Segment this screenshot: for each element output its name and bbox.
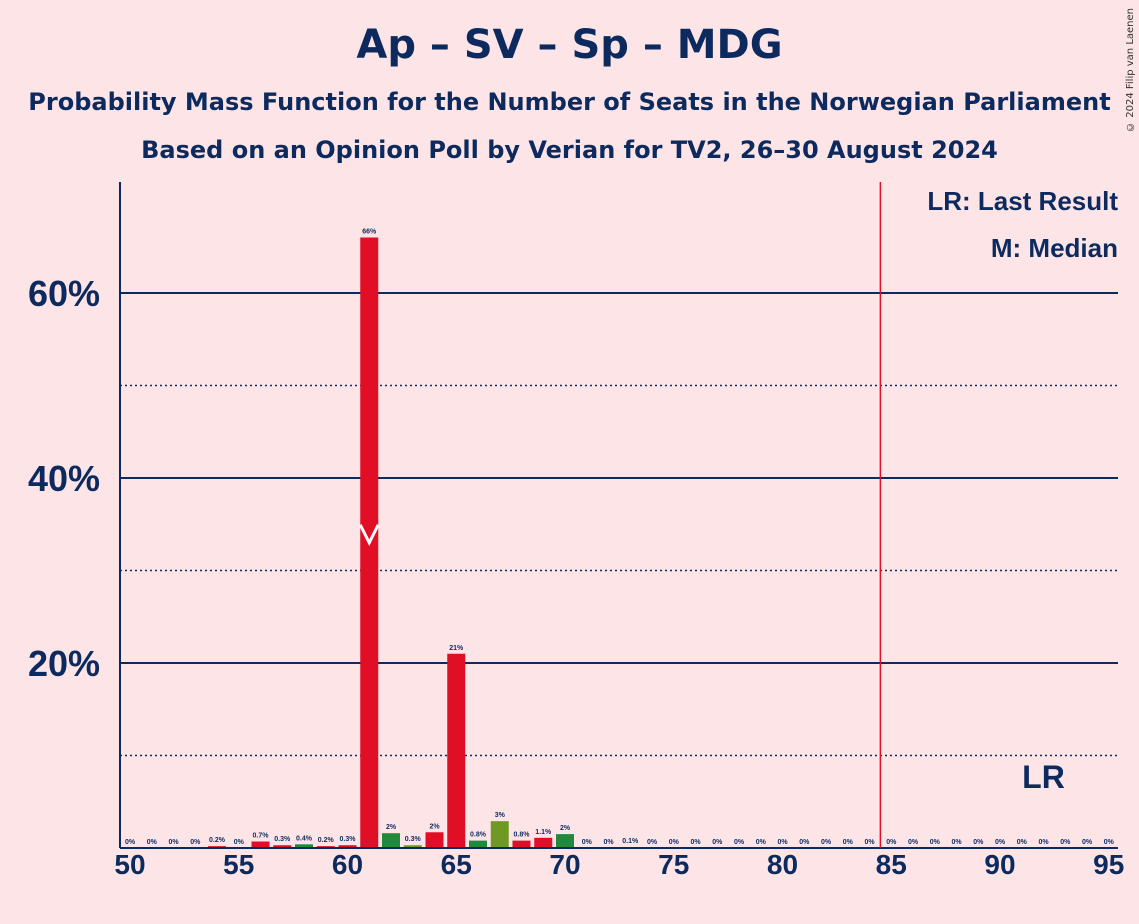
bar-label-seat-91: 0% (1017, 839, 1028, 846)
bar-label-seat-61: 66% (362, 229, 377, 236)
bar-label-seat-74: 0% (647, 839, 658, 846)
bar-label-seat-90: 0% (995, 839, 1006, 846)
bar-label-seat-81: 0% (799, 839, 810, 846)
chart-subtitle: Probability Mass Function for the Number… (28, 88, 1111, 116)
bar-label-seat-58: 0.4% (296, 835, 313, 842)
x-tick-50: 50 (114, 849, 145, 880)
x-tick-70: 70 (549, 849, 580, 880)
bar-label-seat-51: 0% (147, 839, 158, 846)
bar-label-seat-59: 0.2% (318, 837, 335, 844)
x-tick-75: 75 (658, 849, 689, 880)
chart-source-line: Based on an Opinion Poll by Verian for T… (141, 136, 998, 164)
x-tick-90: 90 (984, 849, 1015, 880)
bar-label-seat-87: 0% (930, 839, 941, 846)
bar-label-seat-65: 21% (449, 645, 464, 652)
bar-label-seat-93: 0% (1060, 839, 1071, 846)
bar-label-seat-64: 2% (429, 823, 440, 830)
legend-last-result: LR: Last Result (927, 186, 1118, 216)
bar-seat-66 (469, 840, 487, 848)
bar-label-seat-82: 0% (821, 839, 832, 846)
bar-label-seat-79: 0% (756, 839, 767, 846)
bar-value-labels: 0% 0% 0% 0% 0.2% 0% 0.7% 0.3% 0.4% 0.2% 0.3% 66% 2% 0… (125, 229, 1115, 847)
bar-label-seat-62: 2% (386, 824, 397, 831)
bar-seat-58 (295, 844, 313, 848)
bar-seat-62 (382, 833, 400, 848)
bar-label-seat-73: 0.1% (622, 838, 639, 845)
bar-label-seat-71: 0% (582, 839, 593, 846)
bar-label-seat-83: 0% (843, 839, 854, 846)
x-tick-85: 85 (876, 849, 907, 880)
bar-label-seat-76: 0% (690, 839, 701, 846)
bar-series (208, 237, 640, 848)
y-tick-40: 40% (28, 458, 100, 499)
bar-label-seat-66: 0.8% (470, 832, 487, 839)
bar-label-seat-52: 0% (168, 839, 179, 846)
gridlines (120, 292, 1118, 757)
bar-label-seat-77: 0% (712, 839, 723, 846)
bar-label-seat-60: 0.3% (340, 836, 357, 843)
bar-seat-70 (556, 834, 574, 848)
x-tick-80: 80 (767, 849, 798, 880)
x-tick-95: 95 (1093, 849, 1124, 880)
chart-title: Ap – SV – Sp – MDG (356, 22, 783, 68)
bar-seat-56 (251, 841, 270, 848)
bar-label-seat-92: 0% (1038, 839, 1049, 846)
x-tick-55: 55 (223, 849, 254, 880)
bar-label-seat-67: 3% (495, 812, 506, 819)
bar-label-seat-63: 0.3% (405, 836, 422, 843)
bar-label-seat-55: 0% (234, 839, 245, 846)
x-tick-60: 60 (332, 849, 363, 880)
bar-seat-69 (534, 837, 553, 848)
y-tick-labels: 20% 40% 60% (28, 273, 100, 684)
bar-seat-68 (512, 840, 531, 848)
y-tick-60: 60% (28, 273, 100, 314)
bar-label-seat-72: 0% (603, 839, 614, 846)
x-tick-labels: 50 55 60 65 70 75 80 85 90 95 (114, 849, 1124, 880)
bar-label-seat-68: 0.8% (514, 832, 531, 839)
bar-seat-65 (447, 653, 466, 848)
bar-seat-64 (425, 832, 444, 848)
legend-median: M: Median (991, 233, 1118, 263)
x-tick-65: 65 (441, 849, 472, 880)
bar-label-seat-69: 1.1% (535, 829, 552, 836)
annotations: LR: Last Result M: Median LR (358, 182, 1118, 848)
median-marker (358, 524, 380, 547)
bar-label-seat-50: 0% (125, 839, 136, 846)
bar-label-seat-95: 0% (1104, 839, 1115, 846)
bar-label-seat-80: 0% (777, 839, 788, 846)
bar-label-seat-56: 0.7% (253, 833, 270, 840)
bar-label-seat-78: 0% (734, 839, 745, 846)
bar-label-seat-75: 0% (669, 839, 680, 846)
bar-label-seat-70: 2% (560, 825, 571, 832)
bar-label-seat-86: 0% (908, 839, 919, 846)
bar-seat-57 (273, 845, 292, 848)
bar-seat-67 (490, 821, 509, 848)
bar-label-seat-54: 0.2% (209, 837, 226, 844)
bar-label-seat-94: 0% (1082, 839, 1093, 846)
bar-label-seat-53: 0% (190, 839, 201, 846)
bar-label-seat-57: 0.3% (274, 836, 291, 843)
y-tick-20: 20% (28, 643, 100, 684)
bar-seat-60 (338, 845, 357, 848)
bar-seat-63 (403, 845, 422, 848)
bar-label-seat-84: 0% (864, 839, 875, 846)
axes (119, 182, 1118, 849)
last-result-marker: LR (1022, 759, 1065, 795)
bar-label-seat-88: 0% (951, 839, 962, 846)
bar-label-seat-85: 0% (886, 839, 897, 846)
bar-label-seat-89: 0% (973, 839, 984, 846)
